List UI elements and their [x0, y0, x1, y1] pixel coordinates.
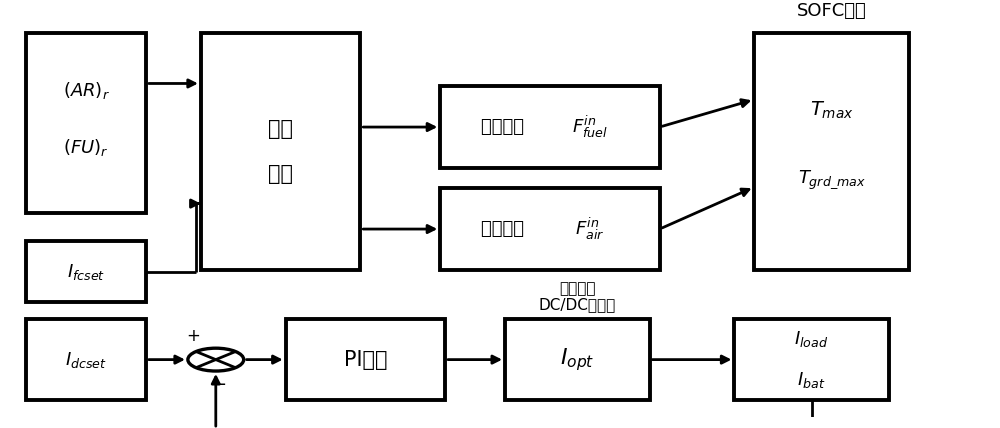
Bar	[440, 188, 660, 270]
Text: $I_{opt}$: $I_{opt}$	[560, 346, 595, 373]
Text: $I_{load}$: $I_{load}$	[794, 329, 829, 349]
Text: DC/DC变换器: DC/DC变换器	[539, 297, 616, 312]
Text: 空气供应: 空气供应	[481, 220, 530, 238]
Text: SOFC电堆: SOFC电堆	[797, 2, 866, 20]
Text: +: +	[187, 327, 200, 345]
Text: 可控升压: 可控升压	[559, 281, 596, 296]
Bar	[754, 33, 909, 270]
Text: 燃料供应: 燃料供应	[481, 118, 530, 136]
Bar	[286, 319, 445, 401]
Text: $F^{in}_{fuel}$: $F^{in}_{fuel}$	[572, 114, 608, 140]
Bar	[440, 86, 660, 168]
Text: $(AR)_r$: $(AR)_r$	[63, 80, 110, 101]
Bar	[734, 319, 889, 401]
Bar	[26, 319, 146, 401]
Text: PI控制: PI控制	[344, 350, 387, 370]
Text: $T_{grd\_max}$: $T_{grd\_max}$	[798, 169, 866, 191]
Text: $(FU)_r$: $(FU)_r$	[63, 137, 109, 158]
Text: 前馈: 前馈	[268, 119, 293, 139]
Bar	[26, 33, 146, 213]
Text: $F^{in}_{air}$: $F^{in}_{air}$	[575, 216, 604, 242]
Text: $I_{bat}$: $I_{bat}$	[797, 370, 826, 390]
Text: $I_{dcset}$: $I_{dcset}$	[65, 350, 107, 370]
Bar	[26, 241, 146, 303]
Text: $I_{fcset}$: $I_{fcset}$	[67, 262, 105, 282]
Bar	[201, 33, 360, 270]
Text: −: −	[211, 376, 226, 394]
Text: 控制: 控制	[268, 164, 293, 184]
Bar	[505, 319, 650, 401]
Text: $T_{max}$: $T_{max}$	[810, 100, 853, 122]
